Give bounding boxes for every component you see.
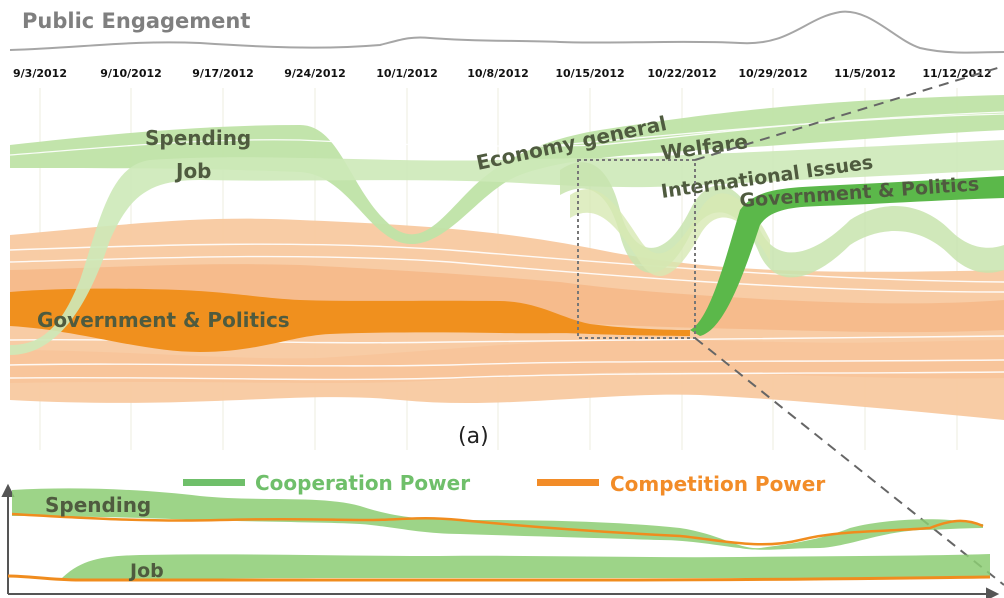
topic-label-spending: Spending [145, 126, 251, 150]
legend-label-competition: Competition Power [610, 472, 825, 496]
legend-swatch-cooperation [183, 479, 245, 486]
topic-label-gov-lower: Government & Politics [37, 308, 290, 332]
welfare-stream [570, 189, 770, 277]
legend-label-cooperation: Cooperation Power [255, 471, 470, 495]
date-label: 10/1/2012 [376, 67, 438, 80]
legend: Cooperation Power Competition Power [183, 471, 825, 496]
engagement-curve [9, 10, 1004, 54]
job-stream [10, 140, 1004, 355]
date-label: 10/8/2012 [467, 67, 529, 80]
date-label: 11/12/2012 [922, 67, 991, 80]
zoom-connector-bottom [694, 337, 1004, 586]
date-label: 10/15/2012 [555, 67, 624, 80]
detail-spending-power: Spending [11, 488, 984, 550]
gov-politics-stream-dark [10, 288, 690, 352]
zoom-connector-top [694, 65, 1004, 161]
detail-job-power: Job [7, 554, 991, 582]
date-label: 9/10/2012 [100, 67, 162, 80]
topic-label-job: Job [174, 159, 212, 183]
subfigure-caption: (a) [458, 424, 489, 449]
zoom-region-box [577, 159, 696, 339]
figure-title: Public Engagement [22, 9, 250, 33]
detail-label-job: Job [128, 560, 164, 582]
date-label: 9/24/2012 [284, 67, 346, 80]
economy-loop-stream [560, 162, 1004, 278]
gov-politics-stream-green [690, 176, 1004, 336]
legend-swatch-competition [537, 479, 599, 486]
competition-streams [9, 218, 1004, 420]
detail-label-spending: Spending [45, 493, 151, 517]
date-label: 10/29/2012 [738, 67, 807, 80]
date-label: 11/5/2012 [834, 67, 896, 80]
orange-stream-mid [10, 339, 1004, 383]
date-label: 10/22/2012 [647, 67, 716, 80]
cooperation-streams [9, 95, 1004, 355]
date-label: 9/3/2012 [13, 67, 67, 80]
date-axis: 9/3/2012 9/10/2012 9/17/2012 9/24/2012 1… [13, 67, 992, 80]
date-label: 9/17/2012 [192, 67, 254, 80]
